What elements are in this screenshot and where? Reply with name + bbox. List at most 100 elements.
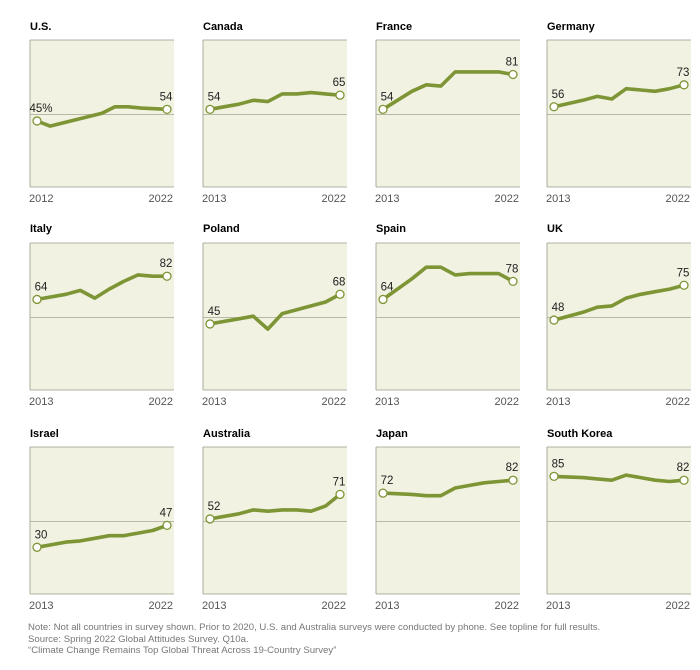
data-label-first: 48 <box>552 302 565 314</box>
x-tick-label-start: 2013 <box>202 396 226 408</box>
data-label-first: 72 <box>381 475 394 487</box>
marker-last <box>162 104 172 114</box>
panel-title: Italy <box>30 223 53 235</box>
data-label-last: 82 <box>677 462 690 474</box>
x-tick-label-end: 2022 <box>666 396 690 408</box>
marker-last <box>679 280 689 290</box>
panel-france: France 54 81 2013 2022 <box>375 21 520 205</box>
panel-italy: Italy 64 82 2013 2022 <box>29 223 174 408</box>
data-label-last: 82 <box>506 462 519 474</box>
x-tick-label-end: 2022 <box>666 600 690 612</box>
data-label-last: 82 <box>160 258 173 270</box>
panel-u-s: U.S. 45% 54 2012 2022 <box>29 21 174 205</box>
series-line <box>35 105 169 128</box>
data-label-first: 54 <box>208 91 221 103</box>
panel-title: Spain <box>376 223 406 235</box>
panel-south-korea: South Korea 85 82 2013 2022 <box>546 428 691 612</box>
plot-area <box>547 40 691 187</box>
plot-area <box>376 447 520 594</box>
plot-area <box>547 447 691 594</box>
series-line <box>35 273 169 302</box>
panel-japan: Japan 72 82 2013 2022 <box>375 428 520 612</box>
data-label-first: 30 <box>35 529 48 541</box>
source-text: Source: Spring 2022 Global Attitudes Sur… <box>28 633 249 645</box>
x-tick-label-end: 2022 <box>322 396 346 408</box>
marker-first <box>378 488 388 498</box>
marker-last <box>679 80 689 90</box>
marker-first <box>549 315 559 325</box>
marker-first <box>205 514 215 524</box>
panel-spain: Spain 64 78 2013 2022 <box>375 223 520 408</box>
panel-title: Japan <box>376 428 408 440</box>
data-label-last: 73 <box>677 67 690 79</box>
panel-uk: UK 48 75 2013 2022 <box>546 223 691 408</box>
marker-last <box>508 276 518 287</box>
x-tick-label-end: 2022 <box>149 193 173 205</box>
marker-last <box>679 475 689 485</box>
marker-first <box>205 319 215 329</box>
data-label-first: 45% <box>29 103 52 115</box>
data-label-last: 68 <box>333 276 346 288</box>
x-tick-label-end: 2022 <box>149 600 173 612</box>
plot-area <box>30 243 174 390</box>
data-label-first: 64 <box>381 281 394 293</box>
x-tick-label-start: 2013 <box>375 193 399 205</box>
panel-germany: Germany 56 73 2013 2022 <box>546 21 691 205</box>
panel-poland: Poland 45 68 2013 2022 <box>202 223 347 408</box>
x-tick-label-end: 2022 <box>322 600 346 612</box>
x-tick-label-end: 2022 <box>149 396 173 408</box>
marker-last <box>335 289 345 299</box>
series-line <box>208 90 342 112</box>
series-line <box>552 83 686 109</box>
panel-title: Germany <box>547 21 596 33</box>
x-tick-label-start: 2012 <box>29 193 53 205</box>
marker-last <box>508 69 518 80</box>
data-label-last: 71 <box>333 476 346 488</box>
data-label-first: 54 <box>381 91 394 103</box>
x-tick-label-start: 2013 <box>202 193 226 205</box>
marker-first <box>32 542 42 552</box>
marker-last <box>335 489 345 500</box>
marker-first <box>549 471 559 482</box>
series-line <box>381 478 515 498</box>
panel-title: South Korea <box>547 428 613 440</box>
series-line <box>208 492 342 521</box>
data-label-last: 65 <box>333 77 346 89</box>
x-tick-label-end: 2022 <box>495 396 519 408</box>
plot-area <box>30 447 174 594</box>
x-tick-label-start: 2013 <box>546 396 570 408</box>
data-label-first: 52 <box>208 501 221 513</box>
plot-area <box>376 243 520 390</box>
x-tick-label-end: 2022 <box>495 600 519 612</box>
data-label-last: 81 <box>506 57 519 69</box>
series-line <box>552 473 686 484</box>
series-line <box>381 265 515 302</box>
panel-title: U.S. <box>30 21 51 33</box>
x-tick-label-start: 2013 <box>546 193 570 205</box>
x-tick-label-end: 2022 <box>666 193 690 205</box>
plot-area <box>203 243 347 390</box>
x-tick-label-start: 2013 <box>546 600 570 612</box>
panel-title: Australia <box>203 428 251 440</box>
plot-area <box>203 447 347 594</box>
x-tick-label-start: 2013 <box>375 396 399 408</box>
x-tick-label-start: 2013 <box>202 600 226 612</box>
marker-first <box>549 102 559 112</box>
data-label-first: 64 <box>35 281 48 293</box>
series-line <box>35 523 169 550</box>
data-label-last: 78 <box>506 263 519 275</box>
marker-last <box>162 271 172 281</box>
panel-title: Poland <box>203 223 240 235</box>
panel-title: UK <box>547 223 563 235</box>
data-label-first: 85 <box>552 458 565 470</box>
panel-title: Israel <box>30 428 59 440</box>
x-tick-label-end: 2022 <box>322 193 346 205</box>
plot-area <box>376 40 520 187</box>
x-tick-label-start: 2013 <box>29 600 53 612</box>
panel-australia: Australia 52 71 2013 2022 <box>202 428 347 612</box>
data-label-first: 56 <box>552 89 565 101</box>
data-label-last: 54 <box>160 91 173 103</box>
marker-first <box>32 116 42 126</box>
data-label-first: 45 <box>208 306 221 318</box>
